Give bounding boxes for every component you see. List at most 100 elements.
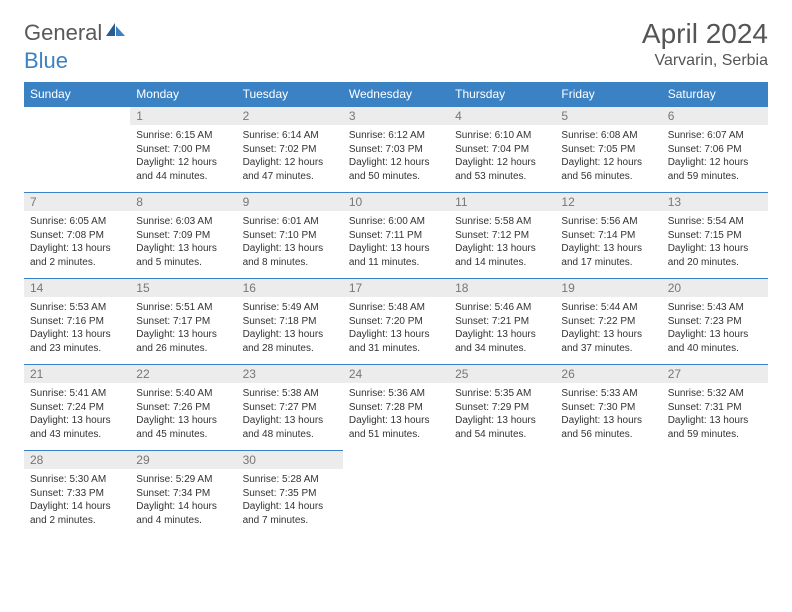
calendar-cell: 25Sunrise: 5:35 AMSunset: 7:29 PMDayligh… <box>449 365 555 451</box>
day-info: Sunrise: 5:54 AMSunset: 7:15 PMDaylight:… <box>662 211 768 273</box>
calendar-cell: 15Sunrise: 5:51 AMSunset: 7:17 PMDayligh… <box>130 279 236 365</box>
day-info: Sunrise: 5:44 AMSunset: 7:22 PMDaylight:… <box>555 297 661 359</box>
page-header: GeneralBlue April 2024 Varvarin, Serbia <box>24 18 768 72</box>
calendar-cell: 5Sunrise: 6:08 AMSunset: 7:05 PMDaylight… <box>555 107 661 193</box>
day-number: 10 <box>343 193 449 211</box>
calendar-cell <box>343 451 449 537</box>
calendar-cell: 11Sunrise: 5:58 AMSunset: 7:12 PMDayligh… <box>449 193 555 279</box>
location-text: Varvarin, Serbia <box>642 52 768 70</box>
calendar-cell: 23Sunrise: 5:38 AMSunset: 7:27 PMDayligh… <box>237 365 343 451</box>
day-number: 13 <box>662 193 768 211</box>
day-number: 23 <box>237 365 343 383</box>
calendar-cell <box>662 451 768 537</box>
calendar-cell: 30Sunrise: 5:28 AMSunset: 7:35 PMDayligh… <box>237 451 343 537</box>
day-number: 22 <box>130 365 236 383</box>
day-number: 20 <box>662 279 768 297</box>
day-number: 9 <box>237 193 343 211</box>
day-number: 4 <box>449 107 555 125</box>
day-number: 12 <box>555 193 661 211</box>
day-info: Sunrise: 6:07 AMSunset: 7:06 PMDaylight:… <box>662 125 768 187</box>
calendar-cell: 27Sunrise: 5:32 AMSunset: 7:31 PMDayligh… <box>662 365 768 451</box>
day-info: Sunrise: 5:30 AMSunset: 7:33 PMDaylight:… <box>24 469 130 531</box>
calendar-cell: 20Sunrise: 5:43 AMSunset: 7:23 PMDayligh… <box>662 279 768 365</box>
day-number: 2 <box>237 107 343 125</box>
day-number: 18 <box>449 279 555 297</box>
day-info: Sunrise: 5:28 AMSunset: 7:35 PMDaylight:… <box>237 469 343 531</box>
calendar-cell: 24Sunrise: 5:36 AMSunset: 7:28 PMDayligh… <box>343 365 449 451</box>
calendar-cell: 10Sunrise: 6:00 AMSunset: 7:11 PMDayligh… <box>343 193 449 279</box>
day-info: Sunrise: 6:03 AMSunset: 7:09 PMDaylight:… <box>130 211 236 273</box>
day-header: Sunday <box>24 82 130 107</box>
day-info: Sunrise: 6:00 AMSunset: 7:11 PMDaylight:… <box>343 211 449 273</box>
day-number: 16 <box>237 279 343 297</box>
calendar-head: SundayMondayTuesdayWednesdayThursdayFrid… <box>24 82 768 107</box>
day-info: Sunrise: 6:08 AMSunset: 7:05 PMDaylight:… <box>555 125 661 187</box>
day-number: 25 <box>449 365 555 383</box>
calendar-cell <box>449 451 555 537</box>
day-info: Sunrise: 5:40 AMSunset: 7:26 PMDaylight:… <box>130 383 236 445</box>
calendar-cell: 28Sunrise: 5:30 AMSunset: 7:33 PMDayligh… <box>24 451 130 537</box>
calendar-cell: 22Sunrise: 5:40 AMSunset: 7:26 PMDayligh… <box>130 365 236 451</box>
day-info: Sunrise: 6:05 AMSunset: 7:08 PMDaylight:… <box>24 211 130 273</box>
day-info: Sunrise: 5:29 AMSunset: 7:34 PMDaylight:… <box>130 469 236 531</box>
calendar-cell: 9Sunrise: 6:01 AMSunset: 7:10 PMDaylight… <box>237 193 343 279</box>
calendar-cell <box>24 107 130 193</box>
calendar-cell: 29Sunrise: 5:29 AMSunset: 7:34 PMDayligh… <box>130 451 236 537</box>
day-info: Sunrise: 5:35 AMSunset: 7:29 PMDaylight:… <box>449 383 555 445</box>
day-info: Sunrise: 6:10 AMSunset: 7:04 PMDaylight:… <box>449 125 555 187</box>
day-number: 28 <box>24 451 130 469</box>
day-number: 7 <box>24 193 130 211</box>
day-number: 5 <box>555 107 661 125</box>
calendar-cell: 16Sunrise: 5:49 AMSunset: 7:18 PMDayligh… <box>237 279 343 365</box>
day-info: Sunrise: 6:15 AMSunset: 7:00 PMDaylight:… <box>130 125 236 187</box>
logo-sail-icon <box>104 22 127 44</box>
calendar-cell <box>555 451 661 537</box>
day-number: 6 <box>662 107 768 125</box>
day-info: Sunrise: 5:46 AMSunset: 7:21 PMDaylight:… <box>449 297 555 359</box>
calendar-cell: 21Sunrise: 5:41 AMSunset: 7:24 PMDayligh… <box>24 365 130 451</box>
day-number: 26 <box>555 365 661 383</box>
calendar-cell: 26Sunrise: 5:33 AMSunset: 7:30 PMDayligh… <box>555 365 661 451</box>
calendar-cell: 13Sunrise: 5:54 AMSunset: 7:15 PMDayligh… <box>662 193 768 279</box>
day-info: Sunrise: 5:43 AMSunset: 7:23 PMDaylight:… <box>662 297 768 359</box>
title-block: April 2024 Varvarin, Serbia <box>642 18 768 70</box>
day-number: 30 <box>237 451 343 469</box>
day-header: Wednesday <box>343 82 449 107</box>
day-header: Thursday <box>449 82 555 107</box>
day-info: Sunrise: 5:32 AMSunset: 7:31 PMDaylight:… <box>662 383 768 445</box>
day-header: Friday <box>555 82 661 107</box>
calendar-cell: 19Sunrise: 5:44 AMSunset: 7:22 PMDayligh… <box>555 279 661 365</box>
calendar-cell: 14Sunrise: 5:53 AMSunset: 7:16 PMDayligh… <box>24 279 130 365</box>
day-header: Saturday <box>662 82 768 107</box>
calendar-cell: 17Sunrise: 5:48 AMSunset: 7:20 PMDayligh… <box>343 279 449 365</box>
day-number: 3 <box>343 107 449 125</box>
day-number: 8 <box>130 193 236 211</box>
calendar-cell: 3Sunrise: 6:12 AMSunset: 7:03 PMDaylight… <box>343 107 449 193</box>
day-info: Sunrise: 5:49 AMSunset: 7:18 PMDaylight:… <box>237 297 343 359</box>
day-number: 21 <box>24 365 130 383</box>
calendar-cell: 7Sunrise: 6:05 AMSunset: 7:08 PMDaylight… <box>24 193 130 279</box>
day-info: Sunrise: 5:48 AMSunset: 7:20 PMDaylight:… <box>343 297 449 359</box>
day-info: Sunrise: 6:14 AMSunset: 7:02 PMDaylight:… <box>237 125 343 187</box>
day-info: Sunrise: 5:36 AMSunset: 7:28 PMDaylight:… <box>343 383 449 445</box>
calendar-cell: 1Sunrise: 6:15 AMSunset: 7:00 PMDaylight… <box>130 107 236 193</box>
day-number: 27 <box>662 365 768 383</box>
calendar-body: 1Sunrise: 6:15 AMSunset: 7:00 PMDaylight… <box>24 107 768 537</box>
day-number: 17 <box>343 279 449 297</box>
calendar-cell: 18Sunrise: 5:46 AMSunset: 7:21 PMDayligh… <box>449 279 555 365</box>
logo: GeneralBlue <box>24 22 127 72</box>
calendar-cell: 8Sunrise: 6:03 AMSunset: 7:09 PMDaylight… <box>130 193 236 279</box>
day-info: Sunrise: 5:41 AMSunset: 7:24 PMDaylight:… <box>24 383 130 445</box>
day-info: Sunrise: 6:01 AMSunset: 7:10 PMDaylight:… <box>237 211 343 273</box>
calendar-table: SundayMondayTuesdayWednesdayThursdayFrid… <box>24 82 768 537</box>
day-number: 11 <box>449 193 555 211</box>
day-number: 29 <box>130 451 236 469</box>
calendar-cell: 12Sunrise: 5:56 AMSunset: 7:14 PMDayligh… <box>555 193 661 279</box>
calendar-cell: 2Sunrise: 6:14 AMSunset: 7:02 PMDaylight… <box>237 107 343 193</box>
day-info: Sunrise: 5:33 AMSunset: 7:30 PMDaylight:… <box>555 383 661 445</box>
day-info: Sunrise: 5:53 AMSunset: 7:16 PMDaylight:… <box>24 297 130 359</box>
day-info: Sunrise: 5:51 AMSunset: 7:17 PMDaylight:… <box>130 297 236 359</box>
day-number: 24 <box>343 365 449 383</box>
day-info: Sunrise: 5:38 AMSunset: 7:27 PMDaylight:… <box>237 383 343 445</box>
day-info: Sunrise: 5:56 AMSunset: 7:14 PMDaylight:… <box>555 211 661 273</box>
